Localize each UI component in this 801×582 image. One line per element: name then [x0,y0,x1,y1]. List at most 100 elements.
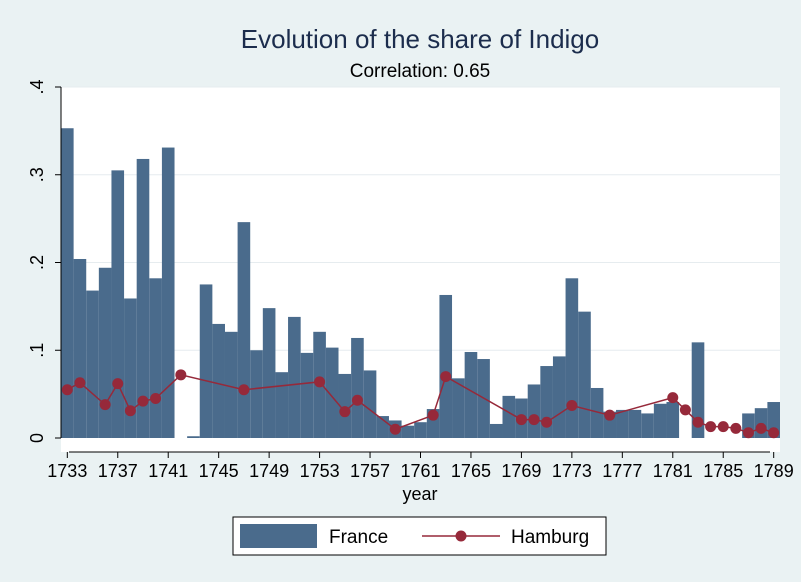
x-tick-label: 1773 [552,461,592,481]
y-tick-label: .1 [27,343,47,358]
hamburg-point-1776 [604,409,616,421]
bar-france-1736 [98,267,112,438]
hamburg-point-1756 [351,394,363,406]
bar-france-1735 [86,290,99,438]
bar-france-1783 [691,342,705,438]
hamburg-point-1771 [541,416,553,428]
bar-france-1756 [351,337,364,438]
x-tick-label: 1789 [754,461,794,481]
bar-france-1737 [111,170,125,439]
bar-france-1749 [262,308,276,438]
x-tick-label: 1741 [148,461,188,481]
bar-france-1754 [325,347,339,438]
hamburg-point-1788 [755,422,767,434]
bar-france-1777 [616,409,629,438]
bar-france-1740 [149,278,162,438]
hamburg-point-1781 [667,392,679,404]
hamburg-point-1759 [389,423,401,435]
hamburg-point-1785 [717,421,729,433]
bar-france-1751 [288,316,301,438]
hamburg-point-1736 [99,399,111,411]
bar-france-1741 [161,147,175,439]
bar-france-1747 [237,222,251,438]
x-tick-label: 1745 [199,461,239,481]
chart-title: Evolution of the share of Indigo [241,24,599,54]
x-tick-label: 1749 [249,461,289,481]
bar-france-1767 [489,423,503,438]
hamburg-point-1740 [150,393,162,405]
hamburg-point-1737 [112,378,124,390]
hamburg-point-1733 [61,384,73,396]
bar-france-1772 [552,356,566,438]
hamburg-point-1734 [74,377,86,389]
bar-france-1743 [187,436,200,438]
bar-france-1781 [666,402,680,438]
x-tick-label: 1777 [602,461,642,481]
y-axis-ticks: 0 .1 .2 .3 .4 [27,79,61,443]
bar-france-1760 [401,425,415,438]
x-axis-ticks: 1733 1737 1741 1745 1749 1753 1757 1761 1765 1769… [47,452,794,481]
y-tick-label: .3 [27,167,47,182]
bar-france-1770 [527,384,541,438]
bar-france-1778 [628,409,642,438]
bar-france-1765 [464,352,478,438]
bar-france-1779 [641,413,654,438]
bar-france-1774 [578,311,591,438]
hamburg-point-1789 [768,427,780,439]
hamburg-point-1753 [314,376,326,388]
bar-france-1780 [653,403,667,438]
legend-france-swatch [240,524,317,548]
bar-france-1768 [502,395,516,438]
x-tick-label: 1765 [451,461,491,481]
hamburg-point-1784 [705,421,717,433]
hamburg-point-1762 [427,409,439,421]
hamburg-point-1763 [440,371,452,383]
x-tick-label: 1753 [300,461,340,481]
x-tick-label: 1785 [703,461,743,481]
bar-france-1738 [124,298,137,438]
bar-france-1746 [224,331,238,438]
x-tick-label: 1757 [350,461,390,481]
legend: France Hamburg [232,516,607,556]
hamburg-point-1769 [515,414,527,426]
x-tick-label: 1769 [501,461,541,481]
hamburg-point-1782 [679,404,691,416]
hamburg-point-1738 [124,405,136,417]
y-tick-label: 0 [27,433,47,443]
hamburg-series [61,369,780,439]
x-axis-label: year [402,484,437,504]
bar-france-1775 [590,387,604,438]
bar-france-1750 [275,372,289,438]
hamburg-point-1783 [692,416,704,428]
hamburg-point-1742 [175,369,187,381]
bar-france-1764 [452,378,465,438]
bar-france-1773 [565,278,579,438]
legend-hamburg-label: Hamburg [511,527,589,548]
hamburg-point-1770 [528,414,540,426]
x-tick-label: 1781 [653,461,693,481]
hamburg-point-1747 [238,384,250,396]
hamburg-point-1773 [566,400,578,412]
bar-france-1763 [439,294,453,438]
hamburg-point-1739 [137,395,149,407]
bar-france-1757 [363,370,377,438]
chart-subtitle: Correlation: 0.65 [350,61,490,82]
x-tick-label: 1761 [400,461,440,481]
gridlines [61,86,780,351]
plot-area [61,87,780,452]
bar-france-1755 [338,373,352,438]
bar-france-1761 [414,422,427,438]
x-tick-label: 1733 [47,461,87,481]
y-tick-label: .4 [27,79,47,94]
legend-hamburg-marker [455,530,467,542]
hamburg-point-1787 [742,427,754,439]
bar-france-1748 [250,350,263,438]
bar-france-1733 [61,128,74,438]
hamburg-point-1786 [730,422,742,434]
bar-france-1739 [136,158,150,438]
bar-france-1734 [73,258,87,438]
hamburg-point-1755 [339,406,351,418]
bar-france-1752 [300,352,314,438]
